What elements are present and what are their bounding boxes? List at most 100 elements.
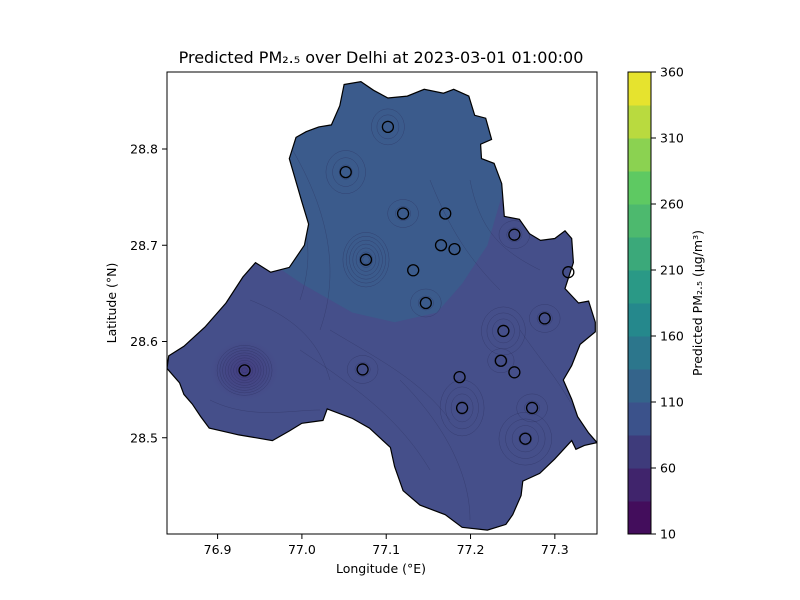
colorbar-level bbox=[628, 72, 651, 106]
contour-line bbox=[410, 288, 442, 318]
contour-line bbox=[219, 347, 270, 394]
contour-line bbox=[209, 399, 321, 413]
y-tick-label: 28.6 bbox=[130, 334, 158, 349]
station-marker bbox=[407, 264, 420, 277]
contour-line bbox=[536, 311, 553, 326]
station-marker bbox=[238, 364, 251, 377]
station-marker bbox=[359, 253, 373, 266]
contour-line bbox=[506, 227, 523, 242]
station-marker bbox=[434, 239, 448, 252]
contour-line bbox=[299, 349, 431, 471]
station-marker bbox=[396, 207, 410, 220]
colorbar-tick-label: 360 bbox=[660, 65, 684, 80]
colorbar-tick-label: 10 bbox=[660, 527, 676, 542]
contour-line bbox=[236, 362, 254, 379]
contour-line bbox=[249, 299, 331, 381]
contour-line bbox=[387, 199, 419, 228]
contour-line bbox=[216, 345, 273, 396]
contour-line bbox=[429, 179, 501, 291]
colorbar-level bbox=[628, 303, 651, 337]
contour-line bbox=[417, 295, 434, 311]
contour-line bbox=[498, 412, 552, 466]
contour-line bbox=[230, 357, 259, 384]
contour-line bbox=[342, 232, 390, 288]
colorbar-level bbox=[628, 138, 651, 172]
contour-line bbox=[233, 360, 256, 381]
contour-line bbox=[227, 355, 262, 386]
station-marker bbox=[439, 207, 452, 220]
fill-west-hotspot bbox=[210, 340, 279, 401]
colorbar-level bbox=[628, 501, 651, 535]
colorbar-level bbox=[628, 171, 651, 205]
contour-line bbox=[516, 393, 548, 423]
contour-line bbox=[529, 304, 561, 333]
y-axis-ticks: 28.5 28.6 28.7 28.8 bbox=[130, 142, 167, 445]
y-axis-label: Latitude (°N) bbox=[104, 263, 119, 344]
contour-line bbox=[445, 386, 479, 430]
colorbar-tick-label: 110 bbox=[660, 395, 684, 410]
station-marker bbox=[453, 370, 466, 384]
contour-line bbox=[481, 306, 526, 356]
plot-area: 76.9 77.0 77.1 77.2 77.3 28.5 28.6 28.7 28.8 bbox=[130, 71, 598, 557]
station-marker bbox=[497, 324, 510, 338]
fill-north-band bbox=[259, 81, 513, 323]
colorbar-frame bbox=[627, 71, 652, 535]
contour-line bbox=[279, 129, 331, 331]
y-tick-label: 28.7 bbox=[130, 238, 158, 253]
x-axis-label: Longitude (°E) bbox=[336, 561, 426, 576]
station-marker bbox=[519, 432, 532, 445]
station-marker bbox=[455, 401, 469, 415]
contour-line bbox=[241, 367, 248, 374]
x-tick-label: 77.2 bbox=[457, 542, 485, 557]
contour-line bbox=[225, 352, 265, 389]
colorbar-tick-label: 60 bbox=[660, 461, 676, 476]
y-tick-label: 28.5 bbox=[130, 430, 158, 445]
contour-line bbox=[352, 243, 380, 276]
x-tick-label: 76.9 bbox=[204, 542, 232, 557]
contour-line bbox=[355, 247, 377, 272]
contour-line bbox=[338, 164, 353, 180]
station-marker bbox=[525, 401, 539, 415]
monitoring-stations bbox=[238, 120, 575, 445]
y-tick-label: 28.8 bbox=[130, 142, 158, 157]
colorbar-tick-label: 260 bbox=[660, 197, 684, 212]
colorbar-level bbox=[628, 105, 651, 139]
contour-line bbox=[354, 362, 371, 377]
delhi-boundary bbox=[167, 80, 597, 531]
station-marker bbox=[339, 165, 352, 179]
x-axis-ticks: 76.9 77.0 77.1 77.2 77.3 bbox=[204, 534, 569, 557]
contour-line bbox=[399, 379, 471, 521]
colorbar-level bbox=[628, 369, 651, 403]
contour-line bbox=[519, 329, 581, 421]
station-marker bbox=[419, 296, 432, 310]
axes-frame bbox=[166, 71, 598, 535]
colorbar-level bbox=[628, 435, 651, 469]
station-marker bbox=[356, 363, 369, 376]
chart-title: Predicted PM₂.₅ over Delhi at 2023-03-01… bbox=[179, 48, 584, 67]
station-marker bbox=[494, 354, 508, 367]
station-marker bbox=[538, 312, 551, 325]
colorbar-level bbox=[628, 204, 651, 238]
colorbar-level bbox=[628, 270, 651, 304]
contour-line bbox=[511, 425, 539, 453]
colorbar: 10 60 110 160 210 260 310 360 Predicted PM₂.₅ (… bbox=[627, 65, 705, 542]
contour-line bbox=[362, 255, 370, 264]
colorbar-tick-label: 310 bbox=[660, 131, 684, 146]
contour-line bbox=[346, 355, 379, 384]
colorbar-level bbox=[628, 402, 651, 436]
x-tick-label: 77.1 bbox=[372, 542, 400, 557]
contour-line bbox=[376, 114, 400, 140]
station-marker bbox=[381, 120, 395, 134]
colorbar-tick-label: 210 bbox=[660, 263, 684, 278]
colorbar-label: Predicted PM₂.₅ (µg/m³) bbox=[690, 230, 705, 376]
contour-line bbox=[524, 400, 541, 416]
contour-line bbox=[329, 329, 451, 421]
contour-line bbox=[492, 318, 515, 344]
contour-fill bbox=[167, 81, 597, 531]
contour-line bbox=[505, 418, 546, 459]
contour-line bbox=[359, 251, 373, 268]
station-marker bbox=[508, 228, 521, 241]
contour-line bbox=[349, 239, 383, 280]
contour-line bbox=[450, 393, 474, 423]
